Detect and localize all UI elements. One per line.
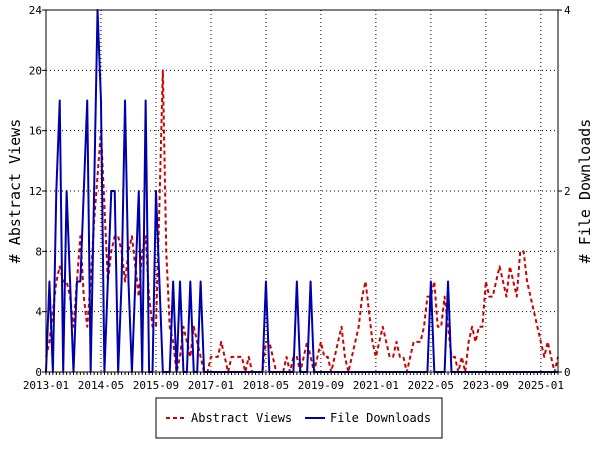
y-axis-left-title: # Abstract Views — [6, 119, 24, 264]
series-line-abstract-views — [45, 69, 559, 373]
y-axis-right-title: # File Downloads — [576, 119, 594, 264]
x-tick-label: 2019-09 — [298, 379, 344, 392]
y-tick-label-left: 0 — [35, 366, 42, 379]
legend-box — [155, 397, 443, 439]
legend-label-abstract-views: Abstract Views — [191, 411, 292, 425]
x-tick-label: 2018-05 — [243, 379, 289, 392]
x-tick-label: 2021-01 — [353, 379, 399, 392]
x-tick-label: 2013-01 — [23, 379, 69, 392]
y-tick-label-left: 16 — [29, 125, 42, 138]
legend-label-file-downloads: File Downloads — [330, 411, 431, 425]
x-tick-label: 2015-09 — [133, 379, 179, 392]
y-tick-label-left: 12 — [29, 185, 42, 198]
y-tick-label-left: 24 — [29, 4, 43, 17]
y-tick-label-left: 8 — [35, 245, 42, 258]
legend: Abstract Views File Downloads — [155, 397, 443, 439]
y-tick-label-right: 0 — [564, 366, 571, 379]
y-tick-label-right: 2 — [564, 185, 571, 198]
x-tick-label: 2025-01 — [518, 379, 564, 392]
y-tick-label-right: 4 — [564, 4, 571, 17]
x-tick-label: 2023-09 — [463, 379, 509, 392]
y-tick-label-left: 4 — [35, 306, 42, 319]
x-tick-label: 2014-05 — [78, 379, 124, 392]
x-tick-label: 2022-05 — [408, 379, 454, 392]
x-tick-label: 2017-01 — [188, 379, 234, 392]
axes: 2013-01 2014-05 2015-09 2017-01 2018-05 2019-… — [23, 4, 571, 392]
y-tick-label-left: 20 — [29, 64, 42, 77]
